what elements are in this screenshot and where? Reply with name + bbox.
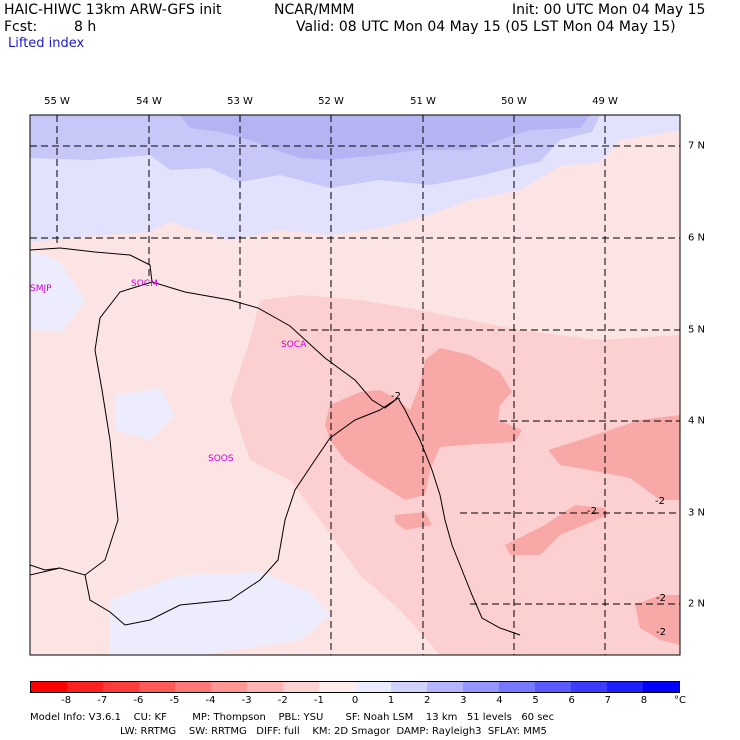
lon-label: 53 W bbox=[227, 96, 253, 107]
lat-label: 6 N bbox=[688, 232, 706, 244]
colorbar-swatch bbox=[31, 682, 67, 692]
colorbar bbox=[30, 681, 680, 693]
positive-region bbox=[115, 388, 175, 440]
negative-region bbox=[505, 505, 608, 555]
colorbar-swatch bbox=[391, 682, 427, 692]
colorbar-tick: 1 bbox=[387, 695, 395, 706]
colorbar-swatch bbox=[355, 682, 391, 692]
lat-label: 7 N bbox=[688, 140, 706, 152]
colorbar-tick: 3 bbox=[460, 695, 467, 706]
positive-region bbox=[180, 115, 590, 160]
border-line bbox=[30, 564, 61, 571]
lon-label: 52 W bbox=[318, 96, 344, 107]
negative-region bbox=[635, 595, 680, 645]
colorbar-swatch bbox=[571, 682, 607, 692]
colorbar-unit: °C bbox=[674, 695, 686, 706]
station-label: SOCM bbox=[131, 279, 158, 289]
colorbar-tick: -4 bbox=[205, 695, 216, 706]
contour-label: -2 bbox=[656, 627, 666, 638]
model-title: HAIC-HIWC 13km ARW-GFS init bbox=[4, 2, 222, 18]
station-label: SOCA bbox=[281, 340, 307, 350]
colorbar-swatch bbox=[67, 682, 103, 692]
forecast-label: Fcst: bbox=[4, 19, 38, 35]
positive-region bbox=[30, 250, 85, 332]
contour-label: -2 bbox=[656, 593, 666, 604]
colorbar-tick: 4 bbox=[496, 695, 503, 706]
model-info-line1: Model Info: V3.6.1 CU: KF MP: Thompson P… bbox=[30, 712, 555, 723]
colorbar-swatch bbox=[607, 682, 643, 692]
colorbar-tick: -6 bbox=[133, 695, 144, 706]
station-label: SOOS bbox=[208, 454, 234, 464]
contour-label: -2 bbox=[587, 506, 597, 517]
colorbar-tick: -1 bbox=[313, 695, 324, 706]
org-label: NCAR/MMM bbox=[274, 2, 355, 18]
valid-time: Valid: 08 UTC Mon 04 May 15 (05 LST Mon … bbox=[296, 19, 676, 35]
init-time: Init: 00 UTC Mon 04 May 15 bbox=[512, 2, 706, 18]
positive-region bbox=[110, 572, 330, 655]
colorbar-swatch bbox=[247, 682, 283, 692]
colorbar-swatch bbox=[319, 682, 355, 692]
negative-region bbox=[548, 415, 680, 500]
lat-label: 4 N bbox=[688, 415, 706, 427]
lat-label: 3 N bbox=[688, 507, 706, 519]
coastline bbox=[30, 247, 521, 636]
station-label: SMJP bbox=[30, 284, 52, 294]
colorbar-swatch bbox=[499, 682, 535, 692]
colorbar-swatch bbox=[283, 682, 319, 692]
lat-label: 5 N bbox=[688, 324, 706, 336]
colorbar-tick: 5 bbox=[532, 695, 539, 706]
lat-label: 2 N bbox=[688, 598, 706, 610]
colorbar-swatch bbox=[103, 682, 139, 692]
colorbar-swatch bbox=[175, 682, 211, 692]
colorbar-swatch bbox=[643, 682, 679, 692]
colorbar-swatch bbox=[427, 682, 463, 692]
colorbar-tick: 0 bbox=[351, 695, 359, 706]
colorbar-tick: -7 bbox=[97, 695, 108, 706]
colorbar-tick: -5 bbox=[169, 695, 180, 706]
border-line bbox=[84, 397, 399, 626]
contour-label: -2 bbox=[391, 391, 401, 402]
lon-label: 54 W bbox=[136, 96, 162, 107]
contour-label: -2 bbox=[655, 496, 665, 507]
colorbar-tick: 2 bbox=[424, 695, 431, 706]
colorbar-tick: 7 bbox=[604, 695, 611, 706]
colorbar-tick: -8 bbox=[61, 695, 72, 706]
negative-region bbox=[230, 295, 680, 655]
lon-label: 50 W bbox=[501, 96, 527, 107]
colorbar-swatch bbox=[463, 682, 499, 692]
colorbar-swatch bbox=[211, 682, 247, 692]
lon-label: 55 W bbox=[44, 96, 70, 107]
colorbar-tick: -2 bbox=[277, 695, 288, 706]
colorbar-tick: 8 bbox=[640, 695, 648, 706]
colorbar-tick: 6 bbox=[568, 695, 575, 706]
forecast-hours: 8 h bbox=[74, 19, 97, 35]
colorbar-swatch bbox=[535, 682, 571, 692]
model-info-line2: LW: RRTMG SW: RRTMG DIFF: full KM: 2D Sm… bbox=[120, 726, 547, 737]
lon-label: 49 W bbox=[592, 96, 618, 107]
lon-label: 51 W bbox=[410, 96, 436, 107]
border-line bbox=[30, 281, 153, 576]
colorbar-tick: -3 bbox=[241, 695, 252, 706]
colorbar-swatch bbox=[139, 682, 175, 692]
field-name: Lifted index bbox=[8, 36, 85, 51]
